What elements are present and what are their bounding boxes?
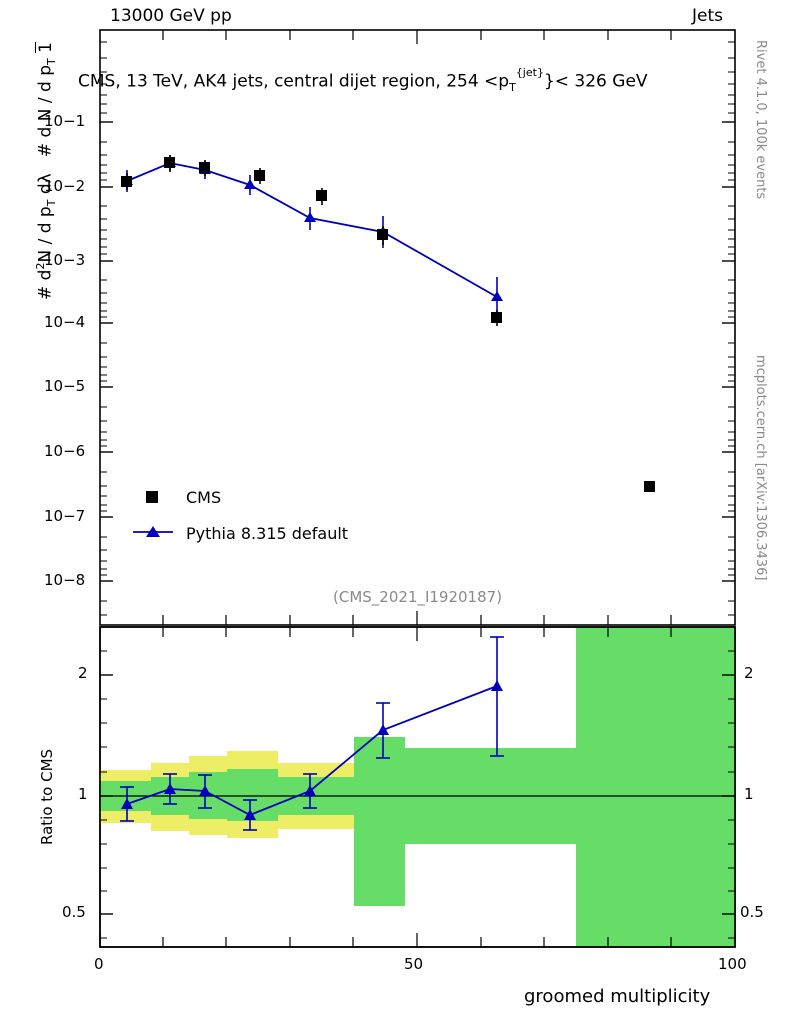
cms-markers-main <box>121 157 655 492</box>
ytick-label-1: 10−2 <box>44 177 86 195</box>
ratio-ytick-label-left-1: 1 <box>78 785 88 803</box>
legend-marker-cms <box>146 491 158 503</box>
ratio-ytick-label-left-0: 2 <box>78 664 88 682</box>
xtick-label-0: 0 <box>94 955 104 973</box>
ratio-inner-bands <box>100 628 735 946</box>
header-right-label: Jets <box>692 6 723 26</box>
cms-errorbars-main <box>126 155 498 326</box>
legend-label-cms: CMS <box>186 488 222 507</box>
ratio-ytick-label-left-2: 0.5 <box>62 903 86 921</box>
ytick-label-5: 10−6 <box>44 442 86 460</box>
header-left-label: 13000 GeV pp <box>110 6 232 26</box>
legend-label-pythia: Pythia 8.315 default <box>186 524 349 543</box>
ytick-label-3: 10−4 <box>44 313 86 331</box>
main-title-sup: {jet} <box>515 66 544 79</box>
main-title-tail: }< 326 GeV <box>543 71 648 92</box>
pythia-markers-main <box>121 157 503 301</box>
ytick-label-0: 10−1 <box>44 112 86 130</box>
pythia-line-main <box>126 162 498 298</box>
ratio-ytick-label-right-0: 2 <box>744 664 754 682</box>
main-title-sub: T <box>509 81 516 95</box>
ytick-label-2: 10−3 <box>44 251 86 269</box>
main-y-minor-ticks <box>100 41 735 616</box>
legend-marker-pythia <box>146 526 160 537</box>
main-y-major-ticks <box>100 121 735 582</box>
analysis-id-watermark: (CMS_2021_I1920187) <box>333 588 503 606</box>
ytick-label-4: 10−5 <box>44 377 86 395</box>
main-x-ticks <box>162 30 672 625</box>
ratio-y-minor-ticks <box>100 650 735 939</box>
main-title-text: CMS, 13 TeV, AK4 jets, central dijet reg… <box>78 71 510 92</box>
ratio-y-major-ticks <box>100 674 735 915</box>
ratio-x-axis-label: groomed multiplicity <box>524 986 711 1007</box>
main-y-axis-label: # d2N / d pT dλ # d N / d pT 1 <box>34 42 59 300</box>
xtick-label-1: 50 <box>404 955 424 973</box>
ytick-label-7: 10−8 <box>44 571 86 589</box>
main-title: CMS, 13 TeV, AK4 jets, central dijet reg… <box>78 66 648 95</box>
ratio-y-axis-label: Ratio to CMS <box>38 748 56 845</box>
ratio-ytick-label-right-1: 1 <box>744 785 754 803</box>
ratio-x-ticks <box>99 627 736 947</box>
ytick-label-6: 10−7 <box>44 507 86 525</box>
xtick-label-2: 100 <box>718 955 747 973</box>
pythia-errorbars-main <box>126 155 498 318</box>
pythia-markers-ratio <box>121 680 503 820</box>
ratio-ytick-label-right-2: 0.5 <box>740 903 764 921</box>
